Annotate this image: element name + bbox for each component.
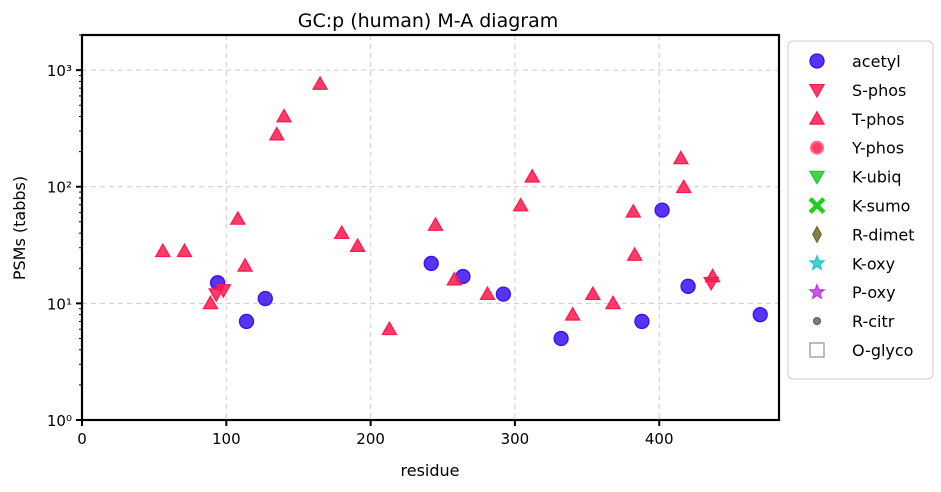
legend-label: T-phos — [851, 110, 905, 129]
point-t-phos — [524, 168, 541, 183]
legend-label: K-ubiq — [852, 168, 901, 187]
y-tick-label: 10⁰ — [47, 412, 72, 430]
grid — [82, 35, 779, 420]
plot-frame — [80, 33, 781, 422]
legend-label: K-oxy — [852, 254, 895, 273]
legend-label: O-glyco — [852, 341, 913, 360]
legend-marker-p-oxy — [808, 283, 826, 300]
point-t-phos — [704, 268, 721, 283]
x-tick-label: 400 — [645, 430, 674, 448]
point-t-phos — [268, 126, 285, 141]
y-tick-label: 10² — [47, 179, 72, 197]
legend-marker-r-citr — [812, 316, 822, 326]
legend-label: R-citr — [852, 312, 895, 331]
legend-frame — [787, 40, 934, 380]
legend-marker-s-phos — [808, 84, 826, 99]
x-axis: 0 100 200 300 400 — [77, 420, 674, 448]
legend: acetyl S-phos T-phos Y-phos K-ubiq K-sumo R-di… — [787, 40, 934, 380]
point-t-phos — [202, 295, 219, 310]
point-t-phos — [584, 285, 601, 301]
chart-title: GC:p (human) M-A diagram — [298, 10, 559, 32]
legend-marker-acetyl — [809, 53, 825, 69]
legend-marker-t-phos — [808, 110, 826, 125]
legend-label: R-dimet — [852, 225, 915, 244]
legend-marker-k-oxy — [808, 254, 826, 271]
y-axis: 10⁰ 10¹ 10² 10³ — [47, 34, 82, 430]
point-t-phos — [427, 216, 444, 231]
point-t-phos — [381, 320, 398, 336]
legend-label: K-sumo — [852, 197, 910, 216]
x-tick-label: 300 — [501, 430, 530, 448]
legend-marker-k-sumo — [808, 197, 826, 214]
point-s-phos — [215, 284, 232, 299]
point-t-phos — [349, 237, 366, 252]
point-t-phos — [564, 306, 581, 321]
point-t-phos — [604, 295, 622, 310]
x-axis-label: residue — [401, 461, 460, 480]
point-t-phos — [236, 257, 254, 272]
point-t-phos — [176, 242, 193, 258]
legend-marker-r-dimet — [812, 225, 822, 244]
point-t-phos — [672, 150, 689, 165]
point-s-phos — [208, 288, 225, 303]
point-t-phos — [229, 210, 246, 225]
point-t-phos — [479, 285, 496, 301]
x-tick-label: 200 — [356, 430, 385, 448]
y-tick-label: 10³ — [47, 62, 72, 80]
legend-marker-y-phos — [810, 140, 824, 155]
point-acetyl — [257, 290, 273, 307]
y-axis-label: PSMs (tabbs) — [10, 176, 29, 280]
point-t-phos — [154, 242, 171, 258]
x-tick-label: 100 — [212, 430, 241, 448]
data-points — [154, 75, 768, 347]
point-acetyl — [654, 202, 670, 218]
point-acetyl — [634, 313, 650, 330]
y-tick-label: 10¹ — [47, 295, 72, 313]
x-tick-label: 0 — [77, 430, 87, 448]
point-t-phos — [626, 246, 643, 261]
point-t-phos — [675, 178, 692, 194]
legend-label: S-phos — [852, 81, 906, 100]
point-acetyl — [680, 278, 696, 294]
legend-label: Y-phos — [851, 139, 904, 158]
point-acetyl — [553, 330, 569, 347]
point-t-phos — [625, 203, 642, 218]
point-acetyl — [752, 307, 768, 323]
point-acetyl — [495, 286, 512, 302]
point-t-phos — [512, 197, 529, 212]
legend-label: P-oxy — [852, 283, 896, 302]
point-t-phos — [311, 75, 329, 90]
point-t-phos — [333, 224, 350, 240]
point-acetyl — [423, 255, 439, 272]
point-acetyl — [238, 313, 255, 330]
point-t-phos — [275, 108, 293, 123]
legend-marker-o-glyco — [809, 342, 825, 358]
legend-label: acetyl — [852, 52, 901, 71]
legend-marker-k-ubiq — [808, 170, 826, 185]
point-t-phos — [446, 271, 463, 286]
